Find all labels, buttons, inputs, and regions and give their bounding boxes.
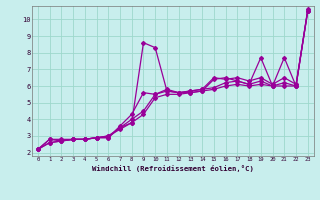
X-axis label: Windchill (Refroidissement éolien,°C): Windchill (Refroidissement éolien,°C) [92, 165, 254, 172]
